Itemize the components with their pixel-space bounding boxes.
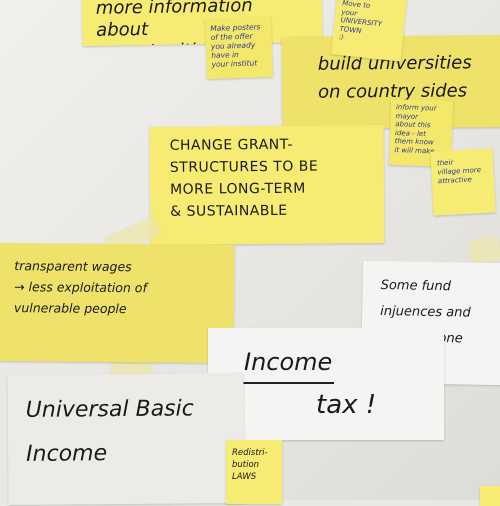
- note-village-attractive-text: their village more attractive: [436, 158, 482, 186]
- note-change-grant-structures-text: CHANGE GRANT- STRUCTURES TO BE MORE LONG…: [169, 136, 319, 220]
- note-income-tax: Income tax !: [208, 328, 444, 440]
- note-redistribution-laws: Redistri- bution LAWS: [226, 440, 282, 504]
- note-transparent-wages: transparent wages → less exploitation of…: [0, 242, 235, 364]
- note-change-grant-structures: CHANGE GRANT- STRUCTURES TO BE MORE LONG…: [149, 124, 385, 246]
- note-move-to-town: Move to your UNIVERSITY TOWN :): [330, 0, 408, 62]
- note-move-to-town-text: Move to your UNIVERSITY TOWN :): [338, 0, 383, 42]
- note-income-tax-line2: tax !: [316, 390, 377, 420]
- note-universal-basic-income: Universal Basic Income: [7, 372, 245, 506]
- tape-strip: [468, 236, 500, 264]
- note-make-posters: Make posters of the offer you already ha…: [204, 16, 274, 80]
- income-underline: [242, 382, 334, 384]
- note-redistribution-laws-text: Redistri- bution LAWS: [232, 448, 268, 482]
- note-universal-basic-income-text: Universal Basic Income: [25, 396, 194, 467]
- note-village-attractive: their village more attractive: [430, 148, 496, 216]
- note-income-tax-line1: Income: [244, 348, 333, 376]
- note-transparent-wages-text: transparent wages → less exploitation of…: [13, 258, 147, 317]
- note-make-posters-text: Make posters of the offer you already ha…: [210, 22, 261, 69]
- note-corner-fragment: [480, 486, 500, 506]
